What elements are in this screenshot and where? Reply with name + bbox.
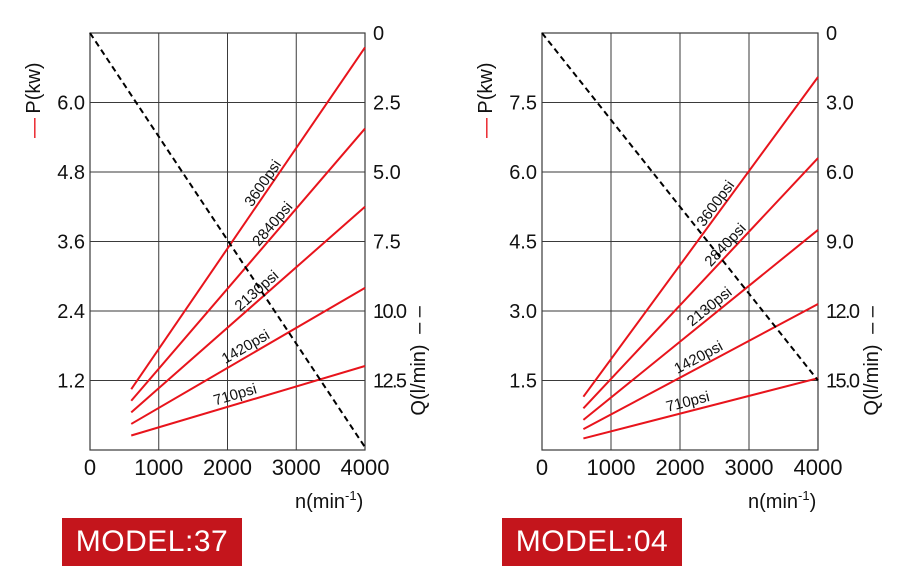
power-series-line — [130, 365, 366, 437]
power-series-line — [582, 157, 819, 409]
y-right-tick-label: 2.5 — [373, 93, 401, 115]
power-series-line — [582, 303, 819, 431]
y-left-tick-label: 1.2 — [57, 371, 85, 393]
x-axis-label-end: ) — [357, 491, 364, 513]
chart-model-37: 0 1000 2000 3000 4000 1.2 2.4 3.6 4.8 6.0 0 2.5 5.0 7… — [23, 23, 430, 513]
x-axis-label-base: n(min — [748, 491, 798, 513]
power-series-label: 3600psi — [693, 177, 738, 229]
power-series-label: 2130psi — [684, 284, 736, 330]
x-tick-label: 4000 — [794, 455, 843, 480]
y-left-axis-marker: — — [23, 118, 45, 138]
y-left-tick-label: 6.0 — [57, 93, 85, 115]
y-right-tick-label: 0 — [373, 23, 384, 45]
x-axis-label-end: ) — [810, 491, 817, 513]
y-right-tick-label: 6.0 — [826, 162, 854, 184]
y-left-tick-label: 3.0 — [509, 301, 537, 323]
x-axis-label-exponent: -1 — [345, 488, 357, 503]
x-tick-label: 4000 — [341, 455, 390, 480]
y-right-tick-label: 10.0 — [373, 301, 407, 323]
y-right-tick-label: 15.0 — [826, 371, 860, 393]
y-left-tick-label: 7.5 — [509, 93, 537, 115]
power-series-line — [130, 286, 366, 425]
x-tick-label: 0 — [84, 455, 96, 480]
flow-series-line — [541, 32, 819, 382]
x-tick-label: 2000 — [203, 455, 252, 480]
y-right-tick-label: 0 — [826, 23, 837, 45]
y-right-tick-label: 5.0 — [373, 162, 401, 184]
y-left-tick-label: 1.5 — [509, 371, 537, 393]
y-left-tick-label: 2.4 — [57, 301, 85, 323]
power-series-label: 3600psi — [241, 157, 285, 210]
y-right-tick-label: 7.5 — [373, 232, 401, 254]
chart-model-04: 0 1000 2000 3000 4000 1.5 3.0 4.5 6.0 7.5 0 3.0 6.0 9… — [475, 23, 883, 513]
model-badge: MODEL:37 — [62, 518, 242, 566]
y-left-tick-label: 3.6 — [57, 232, 85, 254]
x-tick-label: 1000 — [587, 455, 636, 480]
model-badge: MODEL:04 — [502, 518, 682, 566]
y-left-axis-label: P(kw) — [23, 62, 45, 113]
y-left-axis-label: P(kw) — [475, 62, 497, 113]
y-left-axis-marker: — — [475, 118, 497, 138]
y-right-tick-label: 3.0 — [826, 93, 854, 115]
x-tick-label: 3000 — [272, 455, 321, 480]
y-right-tick-label: 12.0 — [826, 301, 860, 323]
y-left-tick-label: 4.5 — [509, 232, 537, 254]
flow-series-line — [89, 32, 366, 448]
x-axis-label: n(min-1) — [748, 488, 816, 513]
power-series-line — [130, 46, 366, 390]
power-series-line — [582, 229, 819, 421]
y-left-tick-label: 6.0 — [509, 162, 537, 184]
y-right-tick-label: 9.0 — [826, 232, 854, 254]
x-tick-label: 3000 — [725, 455, 774, 480]
x-tick-label: 1000 — [134, 455, 183, 480]
y-right-axis-label: Q(l/min) — [408, 344, 430, 415]
x-axis-label: n(min-1) — [295, 488, 363, 513]
x-tick-label: 2000 — [656, 455, 705, 480]
power-series-line — [582, 76, 819, 398]
x-axis-label-exponent: -1 — [798, 488, 810, 503]
power-series-line — [130, 127, 366, 402]
y-right-axis-marker: – – — [861, 305, 883, 334]
power-series-line — [130, 205, 366, 414]
x-tick-label: 0 — [536, 455, 548, 480]
y-left-tick-label: 4.8 — [57, 162, 85, 184]
y-right-tick-label: 12.5 — [373, 371, 407, 393]
y-right-axis-marker: – – — [408, 305, 430, 334]
y-right-axis-label: Q(l/min) — [861, 344, 883, 415]
x-axis-label-base: n(min — [295, 491, 345, 513]
power-series-line — [583, 377, 819, 440]
